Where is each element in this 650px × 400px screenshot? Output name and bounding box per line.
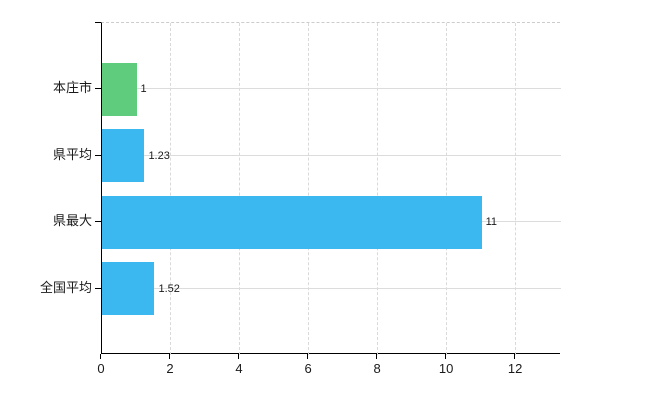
category-label: 県最大 xyxy=(52,213,92,229)
category-label: 全国平均 xyxy=(39,279,92,295)
y-axis-tick xyxy=(95,88,101,90)
gridline-vertical xyxy=(239,23,241,355)
x-axis-tick xyxy=(238,354,240,359)
bar xyxy=(102,62,137,116)
bar xyxy=(102,195,482,249)
x-axis-tick xyxy=(514,354,516,359)
gridline-vertical xyxy=(446,23,448,355)
gridline-vertical xyxy=(308,23,310,355)
gridline-vertical xyxy=(170,23,172,355)
value-label: 1.23 xyxy=(148,149,170,162)
gridline-horizontal xyxy=(102,154,561,156)
bar xyxy=(102,262,155,316)
x-tick-label: 12 xyxy=(507,361,523,376)
y-axis-tick xyxy=(95,154,101,156)
bar xyxy=(102,129,145,183)
value-label: 11 xyxy=(485,216,498,229)
x-axis-tick xyxy=(445,354,447,359)
x-tick-label: 8 xyxy=(373,361,381,376)
gridline-vertical xyxy=(515,23,517,355)
x-tick-label: 0 xyxy=(97,361,105,376)
y-axis-tick xyxy=(95,22,101,23)
plot-area: 1 1.23 11 1.52 xyxy=(101,22,561,355)
category-label: 本庄市 xyxy=(52,80,92,96)
x-axis-tick xyxy=(376,354,378,359)
category-label: 県平均 xyxy=(52,146,92,162)
gridline-horizontal xyxy=(102,88,561,90)
y-axis-tick xyxy=(95,221,101,223)
x-tick-label: 6 xyxy=(304,361,312,376)
x-axis-tick xyxy=(100,354,101,359)
value-label: 1 xyxy=(140,83,147,96)
x-axis-tick xyxy=(169,354,171,359)
value-label: 1.52 xyxy=(158,282,180,295)
x-tick-label: 4 xyxy=(235,361,243,376)
x-axis-tick xyxy=(307,354,309,359)
gridline-horizontal xyxy=(102,287,561,289)
gridline-vertical xyxy=(377,23,379,355)
x-tick-label: 10 xyxy=(438,361,454,376)
x-tick-label: 2 xyxy=(166,361,174,376)
y-axis-tick xyxy=(95,287,101,289)
